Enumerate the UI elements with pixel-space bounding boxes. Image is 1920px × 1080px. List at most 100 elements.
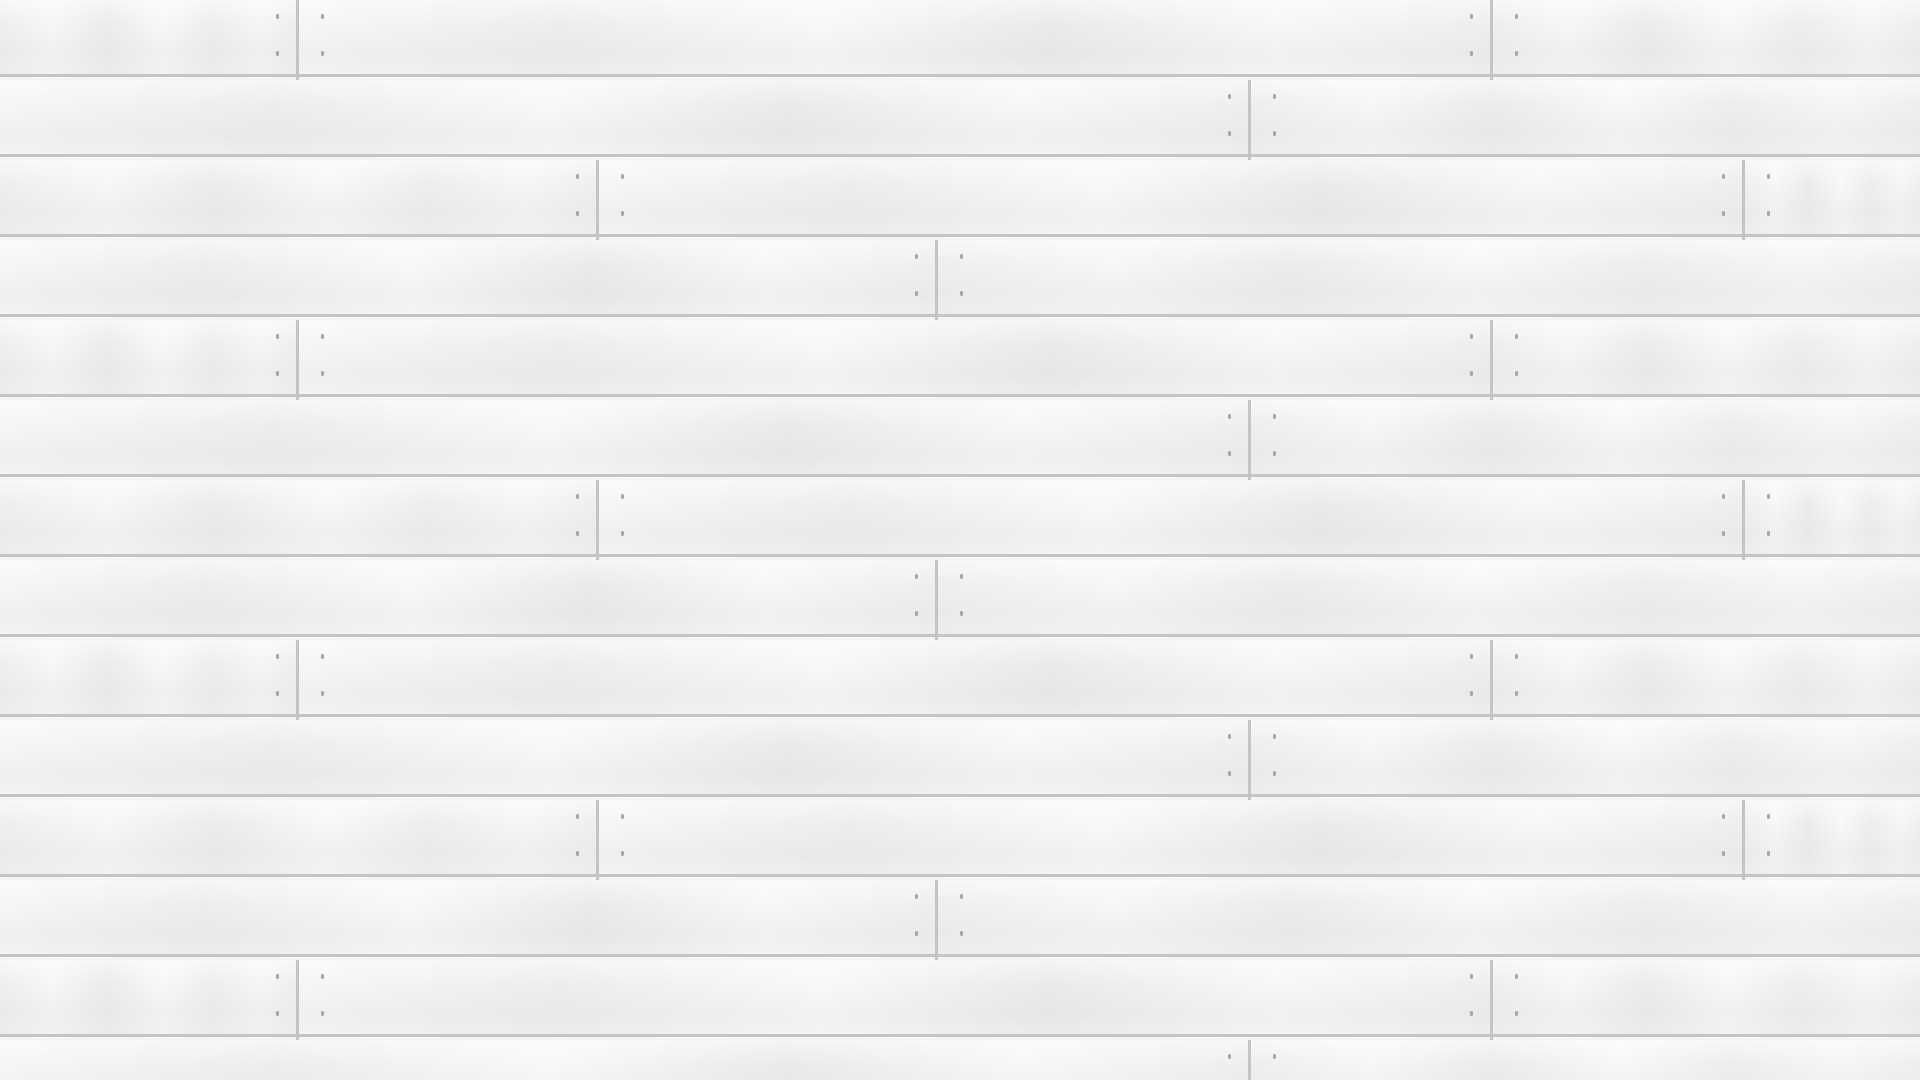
plank-row	[0, 400, 1920, 480]
nail-mark-icon	[915, 574, 918, 579]
plank-seam	[1490, 960, 1493, 1040]
plank	[0, 1040, 1248, 1080]
plank-seam	[296, 960, 299, 1040]
plank-row	[0, 640, 1920, 720]
nail-mark-icon	[1273, 451, 1276, 456]
plank-seam	[1490, 320, 1493, 400]
plank-row	[0, 480, 1920, 560]
plank-row	[0, 320, 1920, 400]
plank-row	[0, 960, 1920, 1040]
nail-mark-icon	[1515, 334, 1518, 339]
nail-mark-icon	[1228, 771, 1231, 776]
nail-mark-icon	[276, 14, 279, 19]
nail-mark-icon	[1470, 974, 1473, 979]
plank	[0, 720, 1248, 797]
nail-mark-icon	[1722, 494, 1725, 499]
plank-row	[0, 880, 1920, 960]
nail-mark-icon	[1228, 1054, 1231, 1059]
nail-mark-icon	[621, 851, 624, 856]
plank-seam	[296, 640, 299, 720]
nail-mark-icon	[1273, 1054, 1276, 1059]
plank-seam	[1742, 800, 1745, 880]
plank	[1493, 320, 1920, 397]
nail-mark-icon	[321, 14, 324, 19]
nail-mark-icon	[1470, 334, 1473, 339]
nail-mark-icon	[576, 531, 579, 536]
nail-mark-icon	[576, 851, 579, 856]
nail-mark-icon	[915, 931, 918, 936]
nail-mark-icon	[276, 654, 279, 659]
nail-mark-icon	[1515, 371, 1518, 376]
nail-mark-icon	[1470, 691, 1473, 696]
plank-row	[0, 0, 1920, 80]
nail-mark-icon	[1470, 371, 1473, 376]
nail-mark-icon	[1515, 654, 1518, 659]
nail-mark-icon	[1515, 14, 1518, 19]
plank-seam	[1248, 80, 1251, 160]
nail-mark-icon	[1273, 94, 1276, 99]
plank-seam	[1248, 400, 1251, 480]
nail-mark-icon	[1767, 814, 1770, 819]
plank	[299, 0, 1490, 77]
nail-mark-icon	[321, 974, 324, 979]
nail-mark-icon	[1722, 531, 1725, 536]
plank-seam	[596, 480, 599, 560]
nail-mark-icon	[960, 574, 963, 579]
nail-mark-icon	[1228, 131, 1231, 136]
plank	[0, 560, 935, 637]
nail-mark-icon	[621, 531, 624, 536]
nail-mark-icon	[576, 174, 579, 179]
plank	[0, 640, 296, 717]
plank-row	[0, 560, 1920, 640]
plank-seam	[296, 320, 299, 400]
plank-row	[0, 240, 1920, 320]
nail-mark-icon	[621, 211, 624, 216]
nail-mark-icon	[321, 371, 324, 376]
plank-seam	[1490, 640, 1493, 720]
nail-mark-icon	[915, 254, 918, 259]
plank	[0, 80, 1248, 157]
plank-seam	[296, 0, 299, 80]
nail-mark-icon	[1722, 174, 1725, 179]
plank	[938, 560, 1920, 637]
plank	[1745, 480, 1920, 557]
plank	[1251, 1040, 1920, 1080]
plank	[0, 960, 296, 1037]
plank	[0, 480, 596, 557]
nail-mark-icon	[1515, 1011, 1518, 1016]
plank	[599, 800, 1742, 877]
nail-mark-icon	[1228, 94, 1231, 99]
plank	[1493, 960, 1920, 1037]
plank-seam	[596, 160, 599, 240]
nail-mark-icon	[1767, 494, 1770, 499]
nail-mark-icon	[1273, 771, 1276, 776]
plank	[938, 240, 1920, 317]
plank	[299, 960, 1490, 1037]
nail-mark-icon	[1767, 531, 1770, 536]
plank	[1745, 160, 1920, 237]
plank-seam	[1248, 720, 1251, 800]
nail-mark-icon	[576, 814, 579, 819]
nail-mark-icon	[1767, 174, 1770, 179]
nail-mark-icon	[621, 174, 624, 179]
nail-mark-icon	[321, 691, 324, 696]
plank-seam	[1490, 0, 1493, 80]
nail-mark-icon	[276, 974, 279, 979]
nail-mark-icon	[915, 291, 918, 296]
nail-mark-icon	[915, 611, 918, 616]
nail-mark-icon	[276, 371, 279, 376]
plank	[1251, 80, 1920, 157]
plank-seam	[596, 800, 599, 880]
nail-mark-icon	[960, 254, 963, 259]
nail-mark-icon	[1722, 851, 1725, 856]
nail-mark-icon	[1470, 51, 1473, 56]
nail-mark-icon	[1515, 974, 1518, 979]
nail-mark-icon	[276, 1011, 279, 1016]
nail-mark-icon	[960, 931, 963, 936]
plank	[1493, 640, 1920, 717]
plank	[599, 480, 1742, 557]
nail-mark-icon	[1470, 1011, 1473, 1016]
plank-seam	[935, 240, 938, 320]
nail-mark-icon	[576, 494, 579, 499]
